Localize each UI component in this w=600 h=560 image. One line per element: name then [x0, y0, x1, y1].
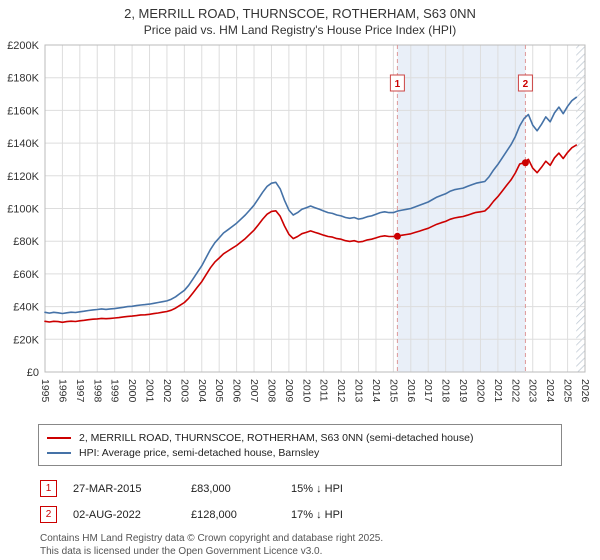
svg-text:2006: 2006 — [231, 379, 243, 403]
svg-text:2024: 2024 — [544, 379, 556, 403]
legend-label-hpi: HPI: Average price, semi-detached house,… — [79, 446, 320, 459]
svg-text:2013: 2013 — [353, 379, 365, 403]
svg-text:2007: 2007 — [248, 379, 260, 403]
svg-text:£20K: £20K — [13, 334, 39, 346]
svg-text:£80K: £80K — [13, 236, 39, 248]
sale-1-hpi-diff: 15% ↓ HPI — [291, 482, 343, 495]
sale-2-date: 02-AUG-2022 — [73, 508, 141, 521]
svg-text:1999: 1999 — [109, 379, 121, 403]
footer-line-2: This data is licensed under the Open Gov… — [40, 545, 323, 557]
sale-number-2-badge: 2 — [40, 506, 57, 523]
footer-line-1: Contains HM Land Registry data © Crown c… — [40, 533, 384, 544]
svg-text:£140K: £140K — [7, 138, 39, 150]
svg-text:£120K: £120K — [7, 171, 39, 183]
page-title: 2, MERRILL ROAD, THURNSCOE, ROTHERHAM, S… — [124, 6, 476, 21]
svg-text:£0: £0 — [27, 367, 39, 379]
svg-text:1997: 1997 — [74, 379, 86, 403]
svg-text:2009: 2009 — [283, 379, 295, 403]
svg-text:2019: 2019 — [457, 379, 469, 403]
svg-text:£160K: £160K — [7, 105, 39, 117]
svg-text:2012: 2012 — [335, 379, 347, 403]
svg-text:2011: 2011 — [318, 379, 330, 402]
svg-text:2016: 2016 — [405, 379, 417, 403]
svg-text:2017: 2017 — [422, 379, 434, 403]
property-line-swatch — [47, 436, 71, 439]
svg-text:2002: 2002 — [161, 379, 173, 403]
svg-text:1998: 1998 — [91, 379, 103, 403]
sale-row-2: 2 02-AUG-2022 £128,000 17% ↓ HPI — [40, 506, 600, 523]
svg-text:2025: 2025 — [562, 379, 574, 403]
svg-text:2001: 2001 — [144, 379, 156, 403]
svg-text:£100K: £100K — [7, 204, 39, 216]
svg-text:2018: 2018 — [440, 379, 452, 403]
sale-row-1: 1 27-MAR-2015 £83,000 15% ↓ HPI — [40, 480, 600, 497]
price-history-chart: 1995 1996 1997 1998 1999 2000 2001 2002 2003 2004… — [7, 40, 591, 403]
hpi-line-swatch — [47, 451, 71, 454]
sale-1-date: 27-MAR-2015 — [73, 482, 142, 495]
svg-text:2026: 2026 — [579, 379, 591, 403]
svg-text:2014: 2014 — [370, 379, 382, 403]
svg-text:2: 2 — [523, 79, 529, 90]
license-footer: Contains HM Land Registry data © Crown c… — [40, 533, 600, 558]
sale-2-price: £128,000 — [191, 508, 237, 521]
svg-text:2010: 2010 — [300, 379, 312, 403]
svg-text:2015: 2015 — [387, 379, 399, 403]
page-subtitle: Price paid vs. HM Land Registry's House … — [143, 23, 457, 37]
svg-text:£40K: £40K — [13, 302, 39, 314]
legend-item-hpi: HPI: Average price, semi-detached house,… — [47, 445, 553, 460]
svg-text:1995: 1995 — [39, 379, 51, 403]
svg-text:2020: 2020 — [474, 379, 486, 403]
svg-text:1996: 1996 — [56, 379, 68, 403]
svg-text:1: 1 — [395, 79, 401, 90]
chart-legend: 2, MERRILL ROAD, THURNSCOE, ROTHERHAM, S… — [38, 424, 562, 466]
sales-list: 1 27-MAR-2015 £83,000 15% ↓ HPI 2 02-AUG… — [40, 480, 600, 523]
svg-text:2008: 2008 — [265, 379, 277, 403]
svg-text:£180K: £180K — [7, 73, 39, 85]
svg-text:2005: 2005 — [213, 379, 225, 403]
sale-2-hpi-diff: 17% ↓ HPI — [291, 508, 343, 521]
svg-text:2003: 2003 — [178, 379, 190, 403]
legend-item-property: 2, MERRILL ROAD, THURNSCOE, ROTHERHAM, S… — [47, 430, 553, 445]
sale-1-price: £83,000 — [191, 482, 231, 495]
svg-text:2023: 2023 — [527, 379, 539, 403]
svg-text:2000: 2000 — [126, 379, 138, 403]
svg-text:2004: 2004 — [196, 379, 208, 403]
svg-text:2022: 2022 — [509, 379, 521, 403]
svg-text:£200K: £200K — [7, 40, 39, 52]
sale-number-1-badge: 1 — [40, 480, 57, 497]
legend-label-property: 2, MERRILL ROAD, THURNSCOE, ROTHERHAM, S… — [79, 431, 474, 444]
svg-text:2021: 2021 — [492, 379, 504, 403]
svg-text:£60K: £60K — [13, 269, 39, 281]
